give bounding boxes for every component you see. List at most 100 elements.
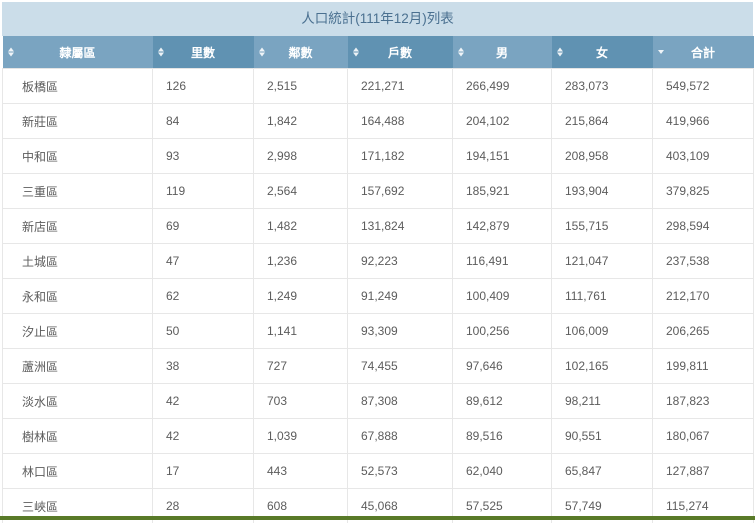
cell-female: 111,761 — [551, 278, 653, 314]
cell-female: 106,009 — [551, 313, 653, 349]
table-body: 板橋區 126 2,515 221,271 266,499 283,073 54… — [2, 68, 754, 523]
sort-icon — [352, 47, 359, 57]
cell-villages: 69 — [152, 208, 254, 244]
cell-neighborhoods: 443 — [253, 453, 348, 489]
cell-district: 林口區 — [2, 453, 153, 489]
cell-total: 549,572 — [652, 68, 754, 104]
cell-male: 100,256 — [452, 313, 552, 349]
column-header-label: 男 — [495, 45, 508, 60]
cell-households: 93,309 — [347, 313, 453, 349]
cell-district: 蘆洲區 — [2, 348, 153, 384]
cell-neighborhoods: 727 — [253, 348, 348, 384]
cell-total: 187,823 — [652, 383, 754, 419]
cell-district: 永和區 — [2, 278, 153, 314]
table-row: 蘆洲區 38 727 74,455 97,646 102,165 199,811 — [2, 348, 754, 384]
cell-total: 403,109 — [652, 138, 754, 174]
cell-male: 204,102 — [452, 103, 552, 139]
cell-villages: 42 — [152, 383, 254, 419]
column-header-district[interactable]: 隸屬區 — [2, 36, 153, 69]
cell-neighborhoods: 2,998 — [253, 138, 348, 174]
cell-total: 237,538 — [652, 243, 754, 279]
cell-female: 155,715 — [551, 208, 653, 244]
cell-neighborhoods: 1,249 — [253, 278, 348, 314]
cell-villages: 50 — [152, 313, 254, 349]
cell-total: 379,825 — [652, 173, 754, 209]
column-header-label: 里數 — [190, 45, 215, 60]
cell-households: 67,888 — [347, 418, 453, 454]
cell-households: 87,308 — [347, 383, 453, 419]
table-row: 永和區 62 1,249 91,249 100,409 111,761 212,… — [2, 278, 754, 314]
sort-icon — [457, 47, 464, 57]
cell-district: 板橋區 — [2, 68, 153, 104]
cell-male: 116,491 — [452, 243, 552, 279]
cell-total: 419,966 — [652, 103, 754, 139]
table-row: 林口區 17 443 52,573 62,040 65,847 127,887 — [2, 453, 754, 489]
page-title: 人口統計(111年12月)列表 — [2, 2, 753, 36]
column-header-male[interactable]: 男 — [452, 36, 552, 69]
column-header-label: 鄰數 — [288, 45, 313, 60]
cell-total: 298,594 — [652, 208, 754, 244]
cell-villages: 38 — [152, 348, 254, 384]
cell-female: 121,047 — [551, 243, 653, 279]
cell-male: 62,040 — [452, 453, 552, 489]
cell-male: 89,516 — [452, 418, 552, 454]
column-header-neighborhoods[interactable]: 鄰數 — [253, 36, 348, 69]
cell-male: 194,151 — [452, 138, 552, 174]
table-row: 三重區 119 2,564 157,692 185,921 193,904 37… — [2, 173, 754, 209]
cell-female: 102,165 — [551, 348, 653, 384]
cell-total: 199,811 — [652, 348, 754, 384]
table-row: 新莊區 84 1,842 164,488 204,102 215,864 419… — [2, 103, 754, 139]
cell-households: 164,488 — [347, 103, 453, 139]
cell-neighborhoods: 1,236 — [253, 243, 348, 279]
cell-villages: 119 — [152, 173, 254, 209]
sort-icon — [7, 47, 14, 57]
cell-households: 171,182 — [347, 138, 453, 174]
table-row: 樹林區 42 1,039 67,888 89,516 90,551 180,06… — [2, 418, 754, 454]
cell-villages: 84 — [152, 103, 254, 139]
table-header-row: 隸屬區 里數 鄰數 戶數 — [2, 36, 754, 69]
cell-male: 142,879 — [452, 208, 552, 244]
population-table: 隸屬區 里數 鄰數 戶數 — [2, 36, 754, 523]
column-header-label: 隸屬區 — [59, 45, 96, 60]
column-header-female[interactable]: 女 — [551, 36, 653, 69]
cell-female: 98,211 — [551, 383, 653, 419]
cell-female: 215,864 — [551, 103, 653, 139]
cell-female: 208,958 — [551, 138, 653, 174]
cell-district: 中和區 — [2, 138, 153, 174]
cell-villages: 17 — [152, 453, 254, 489]
cell-neighborhoods: 703 — [253, 383, 348, 419]
cell-households: 131,824 — [347, 208, 453, 244]
cell-total: 127,887 — [652, 453, 754, 489]
table-row: 淡水區 42 703 87,308 89,612 98,211 187,823 — [2, 383, 754, 419]
cell-villages: 42 — [152, 418, 254, 454]
cell-male: 100,409 — [452, 278, 552, 314]
cell-male: 89,612 — [452, 383, 552, 419]
cell-total: 206,265 — [652, 313, 754, 349]
cell-total: 212,170 — [652, 278, 754, 314]
cell-male: 266,499 — [452, 68, 552, 104]
cell-female: 193,904 — [551, 173, 653, 209]
column-header-total[interactable]: 合計 — [652, 36, 754, 69]
cell-villages: 47 — [152, 243, 254, 279]
cell-district: 三峽區 — [2, 488, 153, 523]
sort-icon — [556, 47, 563, 57]
cell-neighborhoods: 1,141 — [253, 313, 348, 349]
column-header-households[interactable]: 戶數 — [347, 36, 453, 69]
cell-district: 三重區 — [2, 173, 153, 209]
table-row: 板橋區 126 2,515 221,271 266,499 283,073 54… — [2, 68, 754, 104]
cell-district: 新莊區 — [2, 103, 153, 139]
cell-district: 新店區 — [2, 208, 153, 244]
cell-neighborhoods: 1,842 — [253, 103, 348, 139]
cell-neighborhoods: 2,515 — [253, 68, 348, 104]
cell-district: 樹林區 — [2, 418, 153, 454]
table-row: 土城區 47 1,236 92,223 116,491 121,047 237,… — [2, 243, 754, 279]
sort-icon — [258, 47, 265, 57]
cell-households: 52,573 — [347, 453, 453, 489]
cell-female: 65,847 — [551, 453, 653, 489]
cell-neighborhoods: 1,039 — [253, 418, 348, 454]
sort-descending-icon — [657, 50, 664, 54]
column-header-villages[interactable]: 里數 — [152, 36, 254, 69]
cell-households: 74,455 — [347, 348, 453, 384]
cell-households: 157,692 — [347, 173, 453, 209]
